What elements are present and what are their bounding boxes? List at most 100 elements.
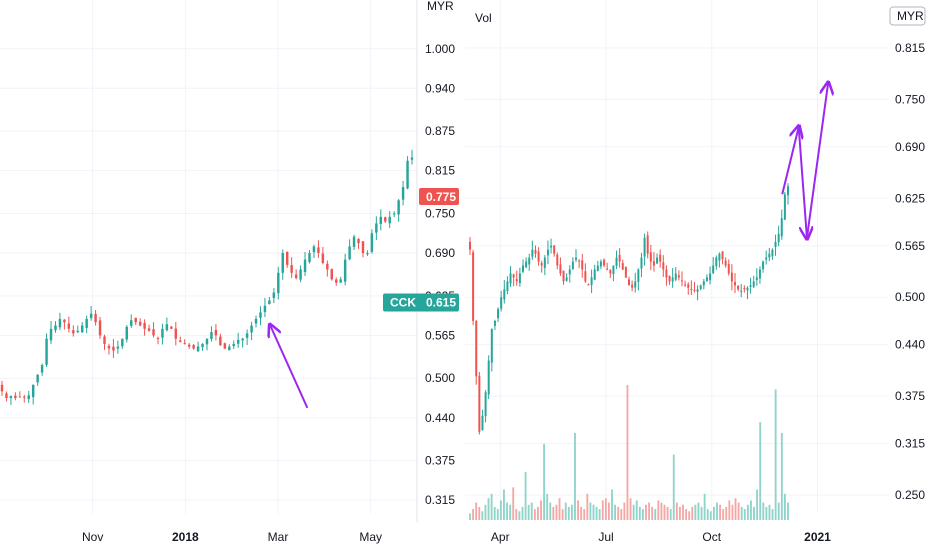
volume-bar — [641, 509, 644, 520]
candle-body — [277, 272, 280, 294]
volume-bar — [564, 502, 567, 520]
candle-body — [497, 309, 500, 319]
candle-body — [640, 257, 643, 269]
candle-body — [23, 396, 26, 398]
volume-bar — [496, 509, 499, 520]
candle-body — [250, 325, 253, 333]
candle-body — [696, 289, 699, 292]
volume-bar — [685, 509, 688, 520]
volume-bar — [472, 509, 475, 520]
left-currency-label: MYR — [427, 0, 454, 13]
candle-body — [241, 338, 244, 341]
currency-badge[interactable] — [889, 6, 926, 26]
volume-bar — [608, 502, 610, 520]
candle-body — [702, 281, 705, 286]
y-tick-label: 0.690 — [895, 140, 925, 154]
candle-body — [705, 277, 708, 282]
volume-bar — [614, 504, 617, 520]
volume-bar — [574, 432, 576, 520]
candle-body — [98, 320, 102, 336]
candle-body — [643, 237, 646, 257]
volume-bar — [555, 504, 558, 520]
candle-body — [493, 320, 496, 326]
candle-body — [31, 384, 35, 398]
candle-body — [659, 254, 662, 262]
candle-body — [631, 284, 634, 288]
y-tick-label: 0.440 — [895, 338, 925, 352]
candle-body — [553, 245, 556, 254]
x-tick-label: Nov — [82, 530, 103, 544]
right-annotations — [781, 83, 828, 238]
candle-body — [559, 264, 562, 274]
candle-body — [500, 297, 503, 309]
volume-bar — [552, 506, 555, 520]
volume-bar — [617, 506, 620, 520]
candle-body — [357, 239, 360, 244]
candle-body — [618, 254, 621, 262]
candle-body — [575, 257, 577, 260]
volume-bar — [626, 385, 629, 520]
candle-body — [609, 270, 612, 274]
candle-body — [5, 393, 8, 398]
volume-bar — [703, 493, 706, 520]
volume-bar — [567, 506, 570, 520]
volume-bar — [688, 511, 691, 520]
volume-bar — [506, 502, 508, 520]
candle-body — [352, 236, 356, 247]
candle-body — [401, 187, 405, 200]
candle-body — [219, 336, 222, 346]
volume-bar — [629, 498, 632, 520]
candle-body — [475, 320, 478, 377]
candle-body — [236, 340, 240, 344]
volume-bar — [669, 509, 672, 520]
candle-body — [392, 213, 396, 215]
volume-bar — [657, 500, 660, 520]
candle-body — [687, 284, 690, 288]
candle-body — [263, 305, 267, 313]
candle-body — [143, 322, 146, 329]
x-tick-label: Apr — [491, 530, 510, 544]
right-y-axis: 0.815 0.750 0.690 0.625 0.565 0.500 0.440 0.375… — [895, 41, 925, 502]
volume-bar — [783, 493, 786, 520]
y-tick-label: 0.875 — [425, 124, 455, 138]
candle-body — [525, 261, 528, 268]
volume-bar — [746, 504, 749, 520]
volume-bar — [533, 509, 536, 520]
candle-body — [556, 254, 559, 266]
candle-body — [107, 345, 111, 349]
candle-body — [684, 284, 687, 286]
candle-body — [565, 277, 568, 281]
volume-bar — [527, 504, 530, 520]
candle-body — [161, 328, 164, 338]
volume-bar — [475, 502, 478, 520]
candle-body — [749, 285, 752, 287]
candle-body — [509, 273, 512, 284]
candle-body — [571, 261, 574, 269]
candle-body — [724, 260, 727, 266]
volume-bar — [663, 504, 666, 520]
candle-body — [637, 269, 640, 282]
volume-bar — [509, 504, 512, 520]
candle-body — [693, 289, 696, 291]
x-tick-label: Jul — [598, 530, 613, 544]
volume-bar — [635, 500, 638, 520]
y-tick-label: 0.500 — [895, 290, 925, 304]
candle-body — [771, 249, 774, 257]
candle-body — [121, 338, 124, 347]
candle-body — [321, 253, 325, 263]
candle-body — [522, 265, 524, 272]
volume-bar — [765, 506, 768, 520]
candle-body — [58, 318, 62, 328]
candle-body — [85, 318, 88, 328]
candle-body — [752, 281, 755, 287]
volume-bar — [697, 502, 700, 520]
volume-bar — [570, 504, 573, 520]
annotation-arrow — [805, 83, 828, 238]
volume-bar — [737, 502, 740, 520]
candle-body — [531, 249, 534, 257]
candle-body — [677, 275, 680, 278]
volume-bar — [675, 502, 678, 520]
candle-body — [303, 259, 307, 273]
right-chart-panel: 0.815 0.750 0.690 0.625 0.565 0.500 0.440 0.375… — [465, 0, 926, 544]
volume-bar — [712, 506, 715, 520]
